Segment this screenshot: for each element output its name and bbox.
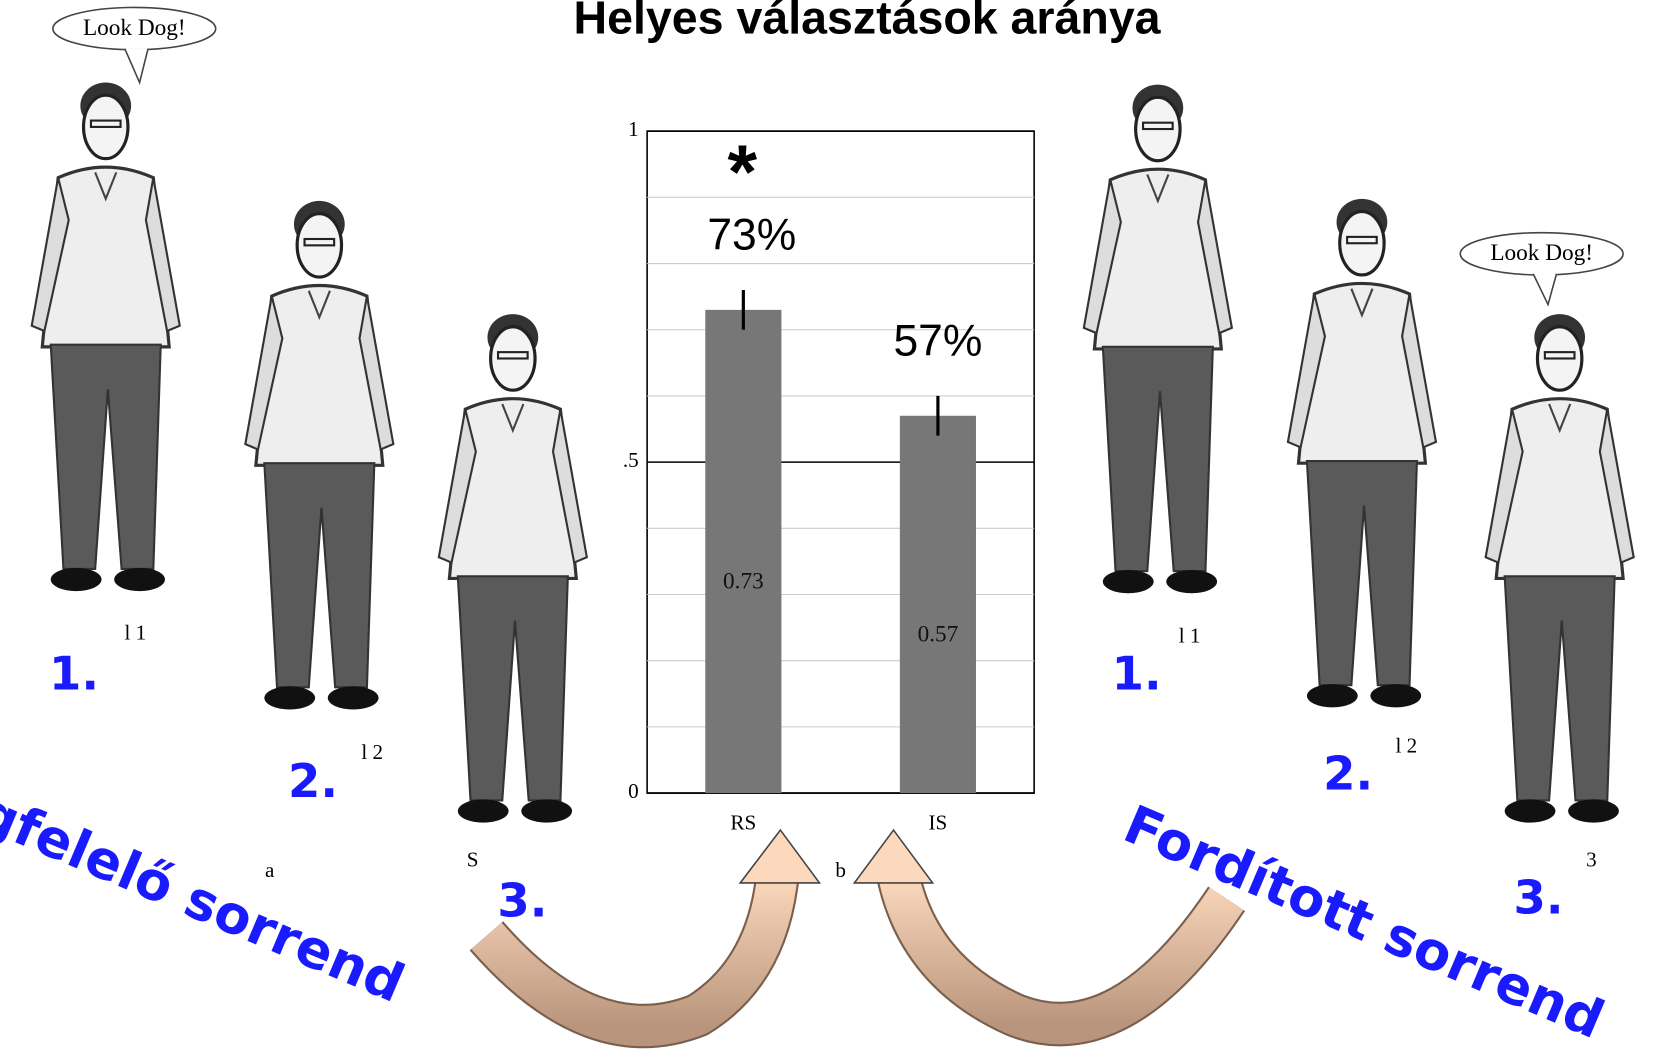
figure-label: 3 (1586, 848, 1597, 872)
value-label: 73% (707, 211, 796, 260)
figure (1084, 85, 1232, 594)
speech-tail (1533, 274, 1556, 305)
order-label: 3. (497, 874, 547, 928)
y-tick-label: 0 (628, 779, 639, 803)
significance-marker: * (727, 130, 757, 215)
figure (32, 83, 180, 592)
order-label: 1. (1112, 646, 1162, 700)
y-tick-label: 1 (628, 117, 639, 141)
x-tick-label: RS (730, 811, 756, 835)
figure-label: l 2 (361, 740, 383, 764)
speech-tail (125, 49, 148, 83)
chart: 0 .5 1 RS 0.73 73% IS 0.57 57% * (623, 117, 1034, 835)
slide-title: Helyes választások aránya (574, 0, 1162, 43)
figure (1288, 199, 1436, 708)
order-label: 2. (288, 754, 338, 808)
speech-text: Look Dog! (83, 15, 186, 41)
figure-label: l 1 (124, 620, 146, 644)
inner-value-label: 0.57 (918, 621, 959, 647)
figure (439, 314, 587, 823)
x-axis-label: b (835, 858, 846, 882)
order-label: 3. (1513, 870, 1563, 924)
speech-text: Look Dog! (1490, 240, 1593, 266)
figure (245, 201, 393, 710)
order-label: 2. (1323, 747, 1373, 801)
figure (1486, 314, 1634, 823)
value-label: 57% (893, 317, 982, 366)
order-caption: Megfelelő sorrend (0, 747, 413, 1015)
order-label: 1. (49, 646, 99, 700)
arrow-head (740, 830, 819, 883)
y-tick-label: .5 (623, 448, 639, 472)
inner-value-label: 0.73 (723, 569, 764, 595)
x-tick-label: IS (929, 811, 948, 835)
bar (705, 310, 781, 793)
figure-label: S (467, 848, 479, 872)
figure-label: l 2 (1395, 733, 1417, 757)
panel-label: a (265, 858, 275, 882)
page: {"title": "Helyes választások aránya", "… (0, 0, 1658, 1049)
slide: Look Dog! Look Dog! Helyes választások a… (0, 0, 1658, 1049)
figure-label: l 1 (1179, 623, 1201, 647)
arrow-head (854, 830, 932, 883)
bar (900, 416, 976, 793)
